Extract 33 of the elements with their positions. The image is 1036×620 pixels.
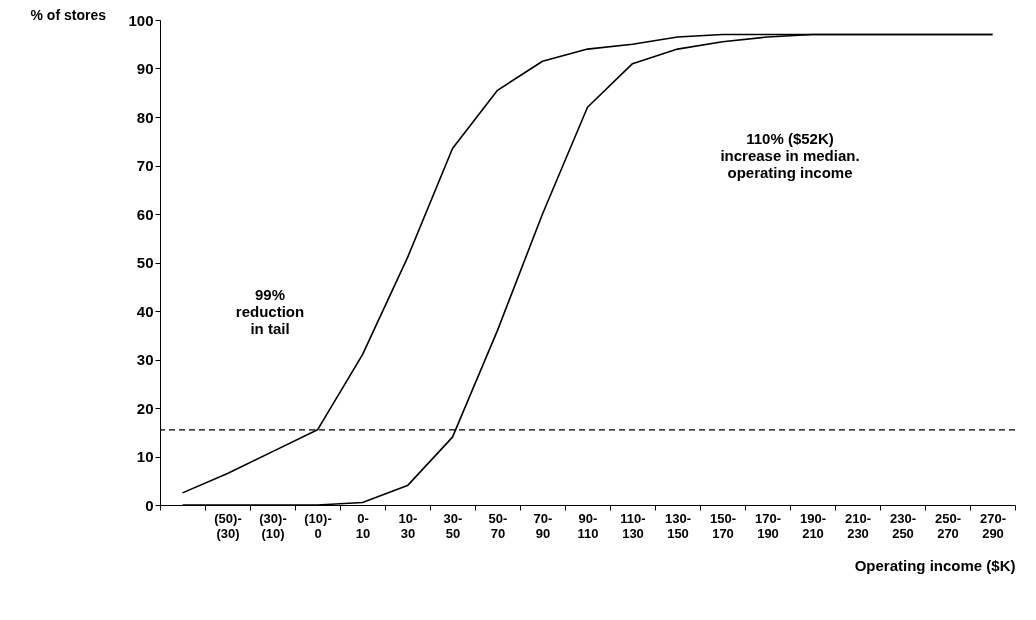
x-tick-label: 190-210 xyxy=(799,510,827,541)
x-tick-label: 0-10 xyxy=(355,510,371,541)
y-tick-label: 30 xyxy=(136,351,154,368)
x-tick-label: 110-130 xyxy=(620,510,646,541)
annotation: 99% reduction in tail xyxy=(235,286,305,337)
y-tick-label: 0 xyxy=(145,496,154,514)
y-tick-label: 40 xyxy=(136,302,154,320)
y-tick-label: 80 xyxy=(136,108,154,126)
x-tick-label: 90-110 xyxy=(577,510,599,541)
x-tick-label: 210-230 xyxy=(844,510,872,541)
x-tick-label: 230-250 xyxy=(889,510,917,541)
y-tick-label: 90 xyxy=(136,60,154,77)
x-tick-label: 10-30 xyxy=(398,510,418,541)
y-tick-label: 50 xyxy=(136,254,154,271)
x-tick-label: (10)-0 xyxy=(304,510,332,541)
x-tick-label: 170-190 xyxy=(754,510,782,541)
y-axis-title: % of stores xyxy=(30,6,107,23)
y-tick-label: 100 xyxy=(128,11,154,29)
x-axis-title: Operating income ($K) xyxy=(854,556,1016,574)
y-tick-label: 70 xyxy=(136,157,154,174)
x-tick-label: 270-290 xyxy=(979,510,1007,541)
x-tick-label: 70-90 xyxy=(533,510,553,541)
x-tick-label: 150-170 xyxy=(709,510,737,541)
x-tick-label: (30)-(10) xyxy=(259,510,287,541)
y-tick-label: 20 xyxy=(136,399,154,417)
annotation: 110% ($52K) increase in median. operating income xyxy=(720,130,860,181)
y-tick-label: 60 xyxy=(136,205,154,223)
x-tick-label: 50-70 xyxy=(488,510,508,541)
x-tick-label: 30-50 xyxy=(443,510,463,541)
x-tick-label: 130-150 xyxy=(664,510,692,541)
y-tick-label: 10 xyxy=(136,448,154,465)
x-tick-label: (50)-(30) xyxy=(214,510,242,541)
x-tick-label: 250-270 xyxy=(934,510,962,541)
